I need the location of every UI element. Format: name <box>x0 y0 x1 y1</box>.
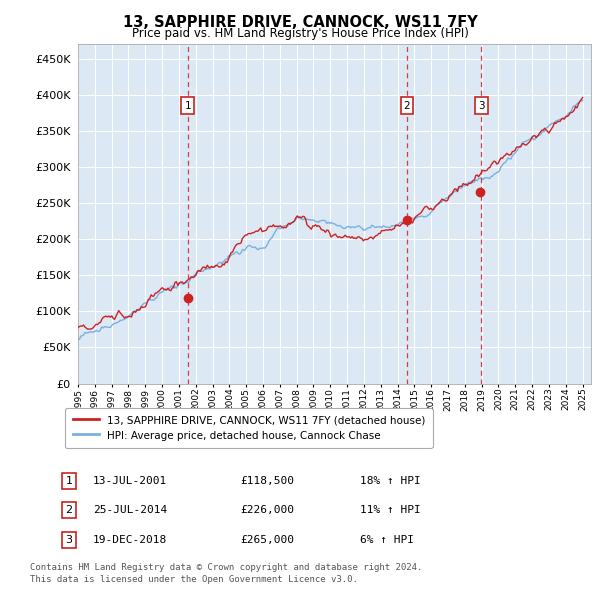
Text: 13, SAPPHIRE DRIVE, CANNOCK, WS11 7FY: 13, SAPPHIRE DRIVE, CANNOCK, WS11 7FY <box>122 15 478 30</box>
Text: 2: 2 <box>65 506 73 515</box>
Text: 2: 2 <box>404 101 410 110</box>
Text: 25-JUL-2014: 25-JUL-2014 <box>93 506 167 515</box>
Text: Contains HM Land Registry data © Crown copyright and database right 2024.: Contains HM Land Registry data © Crown c… <box>30 563 422 572</box>
Text: 1: 1 <box>185 101 191 110</box>
Text: £265,000: £265,000 <box>240 535 294 545</box>
Text: 18% ↑ HPI: 18% ↑ HPI <box>360 476 421 486</box>
Text: 13-JUL-2001: 13-JUL-2001 <box>93 476 167 486</box>
Text: £226,000: £226,000 <box>240 506 294 515</box>
Text: 19-DEC-2018: 19-DEC-2018 <box>93 535 167 545</box>
Text: 11% ↑ HPI: 11% ↑ HPI <box>360 506 421 515</box>
Text: £118,500: £118,500 <box>240 476 294 486</box>
Text: 3: 3 <box>65 535 73 545</box>
Text: 6% ↑ HPI: 6% ↑ HPI <box>360 535 414 545</box>
Legend: 13, SAPPHIRE DRIVE, CANNOCK, WS11 7FY (detached house), HPI: Average price, deta: 13, SAPPHIRE DRIVE, CANNOCK, WS11 7FY (d… <box>65 408 433 448</box>
Text: 1: 1 <box>65 476 73 486</box>
Text: This data is licensed under the Open Government Licence v3.0.: This data is licensed under the Open Gov… <box>30 575 358 584</box>
Text: Price paid vs. HM Land Registry's House Price Index (HPI): Price paid vs. HM Land Registry's House … <box>131 27 469 40</box>
Text: 3: 3 <box>478 101 484 110</box>
